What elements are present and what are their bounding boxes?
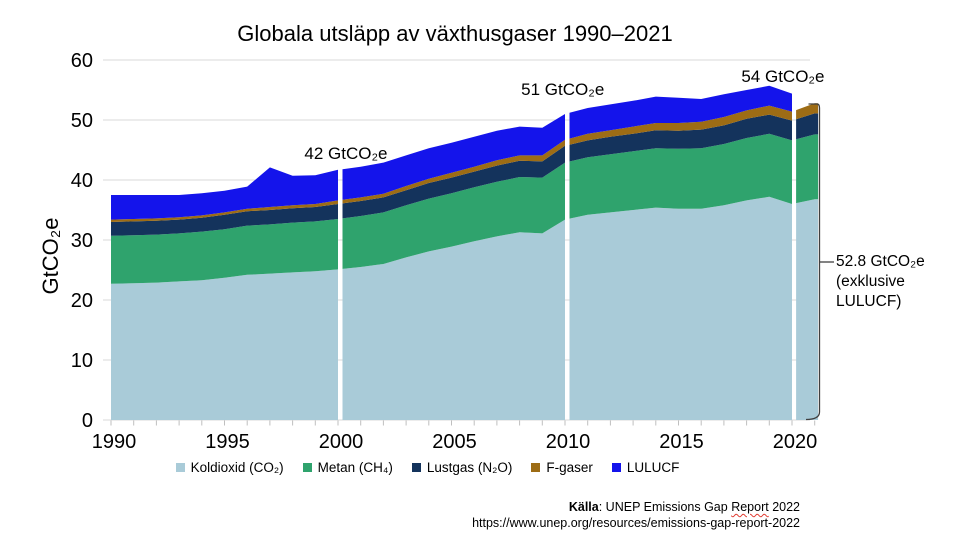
legend-label: Metan (CH₄): [317, 460, 393, 475]
legend-label: Lustgas (N₂O): [426, 460, 513, 475]
value-annotations: 42 GtCO₂e 51 GtCO₂e 54 GtCO₂e: [304, 67, 824, 163]
source-note: Källa: UNEP Emissions Gap Report 2022 ht…: [472, 500, 800, 531]
y-axis-labels: 0 10 20 30 40 50 60: [71, 50, 93, 432]
series-area-ch4: [111, 133, 819, 284]
bracket: [805, 103, 834, 421]
svg-text:0: 0: [82, 410, 93, 432]
chart-title: Globala utsläpp av växthusgaser 1990–202…: [237, 21, 673, 46]
svg-text:2015: 2015: [659, 431, 704, 453]
svg-text:1990: 1990: [92, 431, 137, 453]
svg-text:30: 30: [71, 230, 93, 252]
legend-swatch-fgaser: [531, 463, 541, 472]
source-url: https://www.unep.org/resources/emissions…: [472, 515, 800, 530]
legend-item-koldioxid: Koldioxid (CO₂): [175, 460, 284, 475]
chart-legend: Koldioxid (CO₂) Metan (CH₄) Lustgas (N₂O…: [0, 460, 960, 475]
legend-swatch-lustgas: [411, 463, 421, 472]
svg-text:2005: 2005: [432, 431, 477, 453]
series-area-lulucf: [111, 85, 792, 220]
bracket-annotation: 52.8 GtCO₂e (exklusive LULUCF): [836, 253, 925, 310]
x-axis-labels: 1990 1995 2000 2005 2010 2015 2020: [92, 431, 818, 453]
svg-text:2010: 2010: [546, 431, 591, 453]
svg-text:20: 20: [71, 290, 93, 312]
svg-text:10: 10: [71, 350, 93, 372]
legend-item-fgaser: F-gaser: [531, 460, 593, 475]
series-area-fgas: [111, 103, 819, 222]
svg-text:54 GtCO₂e: 54 GtCO₂e: [741, 67, 824, 86]
legend-swatch-metan: [302, 463, 312, 472]
svg-text:40: 40: [71, 170, 93, 192]
svg-text:42 GtCO₂e: 42 GtCO₂e: [304, 144, 387, 163]
legend-label: LULUCF: [626, 460, 680, 475]
x-axis-tick-marks: [110, 420, 816, 426]
svg-text:51 GtCO₂e: 51 GtCO₂e: [521, 80, 604, 99]
svg-text:2020: 2020: [773, 431, 818, 453]
legend-label: F-gaser: [546, 460, 593, 475]
series-area-n2o: [111, 113, 819, 236]
svg-text:60: 60: [71, 50, 93, 72]
legend-swatch-koldioxid: [175, 463, 185, 472]
svg-text:50: 50: [71, 110, 93, 132]
svg-text:1995: 1995: [205, 431, 250, 453]
spellcheck-word: Report: [731, 500, 769, 514]
series-area-co2: [111, 196, 819, 420]
source-label: Källa: [568, 500, 599, 514]
legend-item-lustgas: Lustgas (N₂O): [411, 460, 513, 475]
source-line: Källa: UNEP Emissions Gap Report 2022: [568, 500, 800, 514]
svg-text:2000: 2000: [319, 431, 364, 453]
legend-label: Koldioxid (CO₂): [190, 460, 284, 475]
legend-swatch-lulucf: [611, 463, 621, 472]
legend-item-metan: Metan (CH₄): [302, 460, 393, 475]
legend-item-lulucf: LULUCF: [611, 460, 680, 475]
